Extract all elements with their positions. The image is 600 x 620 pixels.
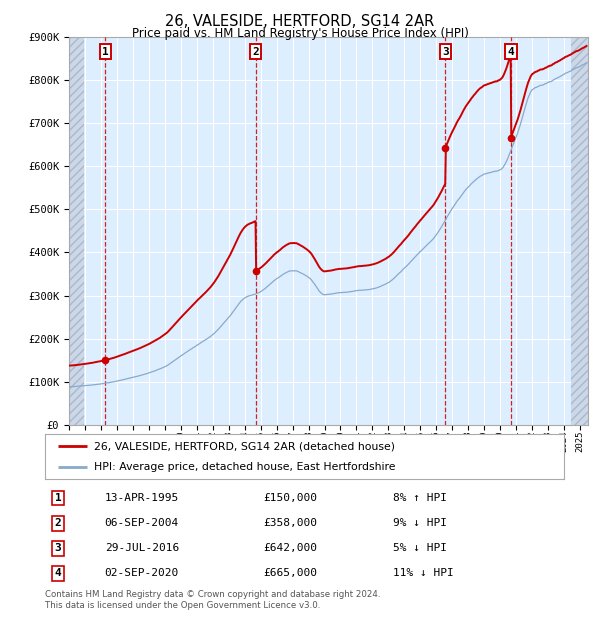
Text: £642,000: £642,000 [263,543,317,553]
Text: £358,000: £358,000 [263,518,317,528]
Text: 26, VALESIDE, HERTFORD, SG14 2AR: 26, VALESIDE, HERTFORD, SG14 2AR [166,14,434,29]
Text: 29-JUL-2016: 29-JUL-2016 [104,543,179,553]
Text: 2: 2 [252,47,259,57]
Text: 02-SEP-2020: 02-SEP-2020 [104,569,179,578]
Text: 2: 2 [55,518,61,528]
Text: 8% ↑ HPI: 8% ↑ HPI [393,493,447,503]
Bar [69,37,83,425]
Text: 11% ↓ HPI: 11% ↓ HPI [393,569,454,578]
Text: 4: 4 [508,47,514,57]
Bar [571,37,588,425]
Text: 26, VALESIDE, HERTFORD, SG14 2AR (detached house): 26, VALESIDE, HERTFORD, SG14 2AR (detach… [94,441,395,451]
Text: 9% ↓ HPI: 9% ↓ HPI [393,518,447,528]
Text: 4: 4 [55,569,61,578]
Text: 13-APR-1995: 13-APR-1995 [104,493,179,503]
Text: Price paid vs. HM Land Registry's House Price Index (HPI): Price paid vs. HM Land Registry's House … [131,27,469,40]
Text: £150,000: £150,000 [263,493,317,503]
Text: 1: 1 [55,493,61,503]
Text: 3: 3 [442,47,449,57]
Text: 5% ↓ HPI: 5% ↓ HPI [393,543,447,553]
Text: £665,000: £665,000 [263,569,317,578]
Text: 1: 1 [102,47,109,57]
Text: 06-SEP-2004: 06-SEP-2004 [104,518,179,528]
Text: Contains HM Land Registry data © Crown copyright and database right 2024.
This d: Contains HM Land Registry data © Crown c… [45,590,380,609]
Text: 3: 3 [55,543,61,553]
Text: HPI: Average price, detached house, East Hertfordshire: HPI: Average price, detached house, East… [94,461,396,472]
